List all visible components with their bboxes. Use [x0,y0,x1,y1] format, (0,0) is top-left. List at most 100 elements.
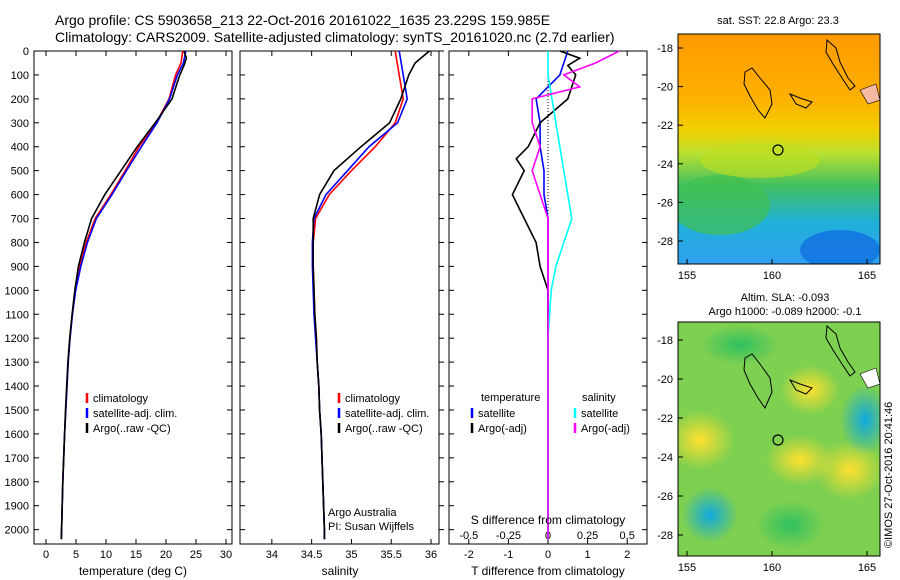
timestamp-label: ©IMOS 27-Oct-2016 20:41:46 [883,402,895,548]
sla-high-blob [678,410,735,470]
legend-label: Argo(..raw -QC) [345,423,423,435]
depth-tick-label: 400 [11,142,29,154]
x-tick-label: 20 [160,549,172,561]
temperature-panel: 0100200300400500600700800900100011001200… [5,46,647,578]
map-lat-label: -20 [657,82,673,94]
sla-map-frame [677,321,881,557]
depth-tick-label: 100 [11,70,29,82]
sst-front [700,142,820,178]
salinity-series [311,50,430,540]
map-lat-label: -20 [657,374,673,386]
legend-label: Argo(-adj) [581,423,630,435]
salinity-xlabel: salinity [322,564,359,578]
new-caledonia-outline [743,67,773,119]
x-tick-label: 36 [425,549,437,561]
vanuatu-outline [825,38,856,91]
legend-title-salinity: salinity [582,392,616,404]
legend-label: climatology [93,393,149,405]
series-line-satellite-adj-clim- [60,50,187,540]
s-tick-label: 0.25 [577,530,598,542]
series-line-climatology [312,50,405,540]
loyalty-islands-outline [788,378,813,395]
x-tick-label: 15 [130,549,142,561]
s-difference-label: S difference from climatology [471,513,626,527]
map-lat-label: -18 [657,43,673,55]
salinity-panel: 34 34.5 35 35.5 36 climatology satellite-adj.… [239,50,440,578]
sla-low-blob [840,385,880,455]
x-tick-label: 30 [220,549,232,561]
map-lon-label: 165 [858,562,876,574]
sla-mid-blob [755,500,825,550]
sst-map-title: sat. SST: 22.8 Argo: 23.3 [717,15,839,27]
sla-low-blob [682,487,738,543]
depth-tick-label: 1600 [5,429,29,441]
x-tick-label: 5 [73,549,79,561]
depth-tick-label: 1700 [5,453,29,465]
temperature-xlabel: temperature (deg C) [79,564,187,578]
depth-tick-label: 700 [11,214,29,226]
sla-map-title1: Altim. SLA: -0.093 [741,292,830,304]
difference-series [511,50,620,540]
sla-mid-blob [700,325,780,365]
series-line-s-satellite [547,51,573,540]
map-lon-label: 155 [678,270,696,282]
depth-tick-label: 600 [11,190,29,202]
map-lon-label: 160 [763,562,781,574]
salinity-legend: climatology satellite-adj. clim. Argo(..ra… [337,393,429,435]
difference-legend: temperature salinity satellite Argo(-adj) sa… [470,392,630,435]
argo-location-marker [772,434,784,446]
series-line-climatology [60,50,184,540]
credit-line1: Argo Australia [328,507,397,519]
sla-map: Altim. SLA: -0.093 Argo h1000: -0.089 h2… [657,292,881,574]
new-caledonia-outline [743,353,773,410]
map-lon-label: 160 [763,270,781,282]
x-tick-label: 1 [585,549,591,561]
temperature-x-axis: 0 5 10 15 20 25 30 [43,51,232,561]
legend-label: Argo(-adj) [478,423,527,435]
map-lon-label: 155 [678,562,696,574]
depth-tick-label: 1100 [5,309,29,321]
temperature-axes-frame [33,50,233,545]
temperature-series [60,50,188,540]
depth-tick-label: 1000 [5,285,29,297]
depth-tick-label: 1400 [5,381,29,393]
sst-cold-patch [800,230,880,264]
map-lat-label: -22 [657,413,673,425]
map-lat-label: -26 [657,197,673,209]
map-lat-label: -26 [657,491,673,503]
legend-label: satellite [478,408,515,420]
salinity-x-axis: 34 34.5 35 35.5 36 [266,51,437,561]
legend-label: climatology [345,393,401,405]
s-tick-label: -0.5 [459,530,478,542]
s-tick-label: -0.25 [496,530,521,542]
sst-map: sat. SST: 22.8 Argo: 23.3 -18 -20 -22 -24 -2… [657,15,881,282]
depth-tick-label: 1500 [5,405,29,417]
argo-location-marker [772,144,784,156]
depth-tick-label: 1900 [5,501,29,513]
map-lat-label: -18 [657,335,673,347]
depth-tick-label: 1300 [5,357,29,369]
map-lat-label: -24 [657,452,673,464]
depth-tick-label: 1200 [5,333,29,345]
x-tick-label: -2 [464,549,474,561]
sla-map-title2: Argo h1000: -0.089 h2000: -0.1 [709,306,862,318]
x-tick-label: 35 [345,549,357,561]
loyalty-islands-outline [788,92,813,109]
map-lat-label: -28 [657,236,673,248]
x-tick-label: 2 [624,549,630,561]
depth-tick-label: 1800 [5,477,29,489]
map-lat-label: -24 [657,159,673,171]
depth-tick-label: 2000 [5,525,29,537]
x-tick-label: 34.5 [301,549,322,561]
depth-axis: 0 100 200 300 400 500 600 700 800 900 1000 1100 1200… [5,46,647,537]
sst-cool-patch [678,175,770,235]
x-tick-label: 0 [545,549,551,561]
land-patch [859,367,880,389]
series-line-t-argo-adj- [511,50,582,540]
map-lat-label: -22 [657,120,673,132]
depth-tick-label: 900 [11,261,29,273]
x-tick-label: 0 [43,549,49,561]
land-patch [859,83,880,105]
x-tick-label: -1 [504,549,514,561]
